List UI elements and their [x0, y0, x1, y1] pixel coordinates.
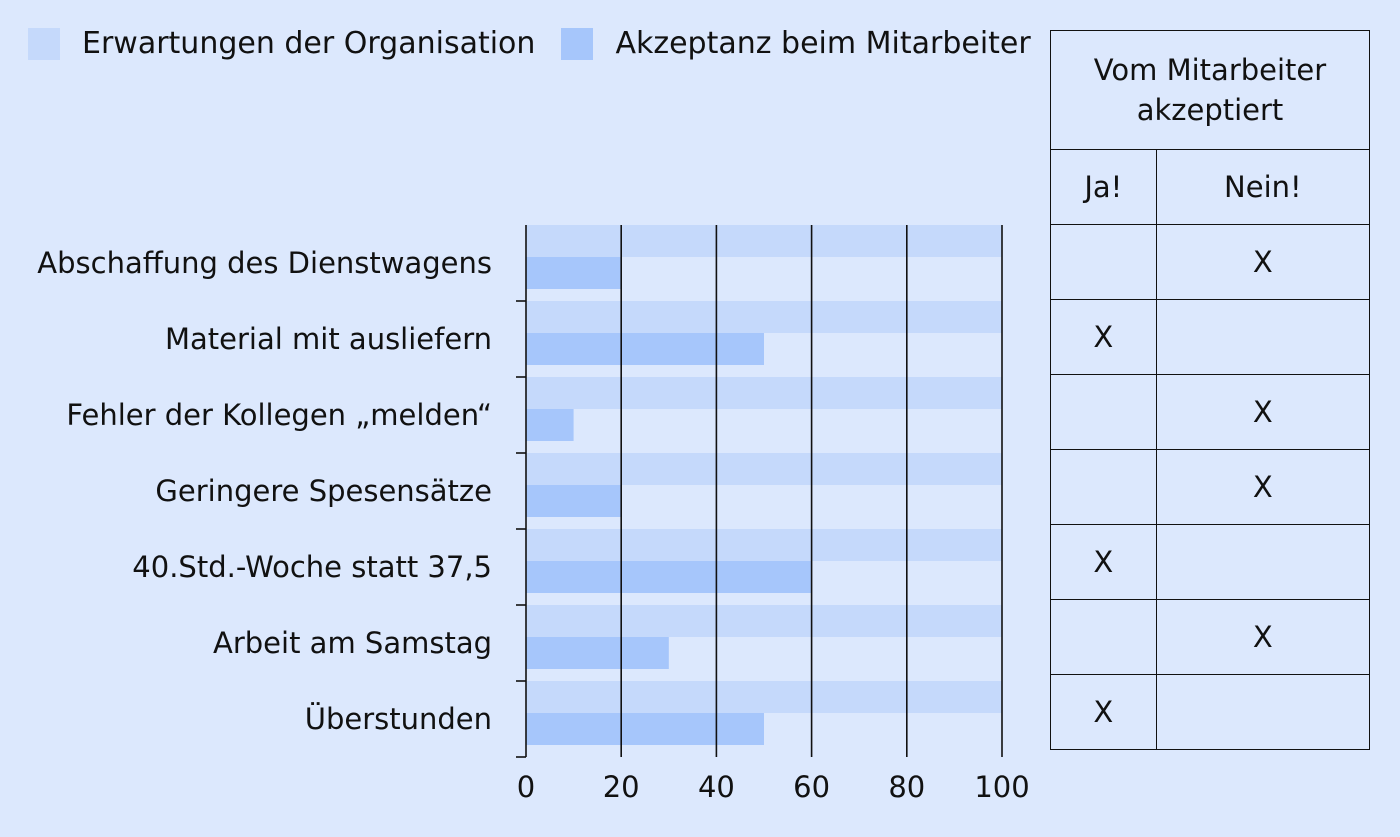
- category-label: Fehler der Kollegen „melden“: [66, 398, 492, 432]
- bar-akzeptanz: [526, 409, 574, 441]
- table-row: X: [1050, 449, 1371, 525]
- category-label: Material mit ausliefern: [165, 322, 492, 356]
- bar-akzeptanz: [526, 257, 622, 289]
- bar-akzeptanz: [526, 333, 764, 365]
- x-tick-label: 0: [517, 770, 535, 804]
- bar-erwartungen: [526, 529, 1002, 561]
- x-tick-label: 20: [603, 770, 640, 804]
- mark-cell-ja: [1050, 599, 1157, 675]
- mark-cell-nein: [1155, 299, 1371, 375]
- table-row: X: [1050, 374, 1371, 450]
- table-row: X: [1050, 224, 1371, 300]
- mark-cell-ja: X: [1050, 299, 1157, 375]
- legend-item-erwartungen: Erwartungen der Organisation: [28, 26, 535, 61]
- mark-cell-ja: X: [1050, 524, 1157, 600]
- x-tick-label: 100: [974, 770, 1029, 804]
- x-tick-label: 60: [793, 770, 830, 804]
- mark-cell-ja: [1050, 374, 1157, 450]
- bar-erwartungen: [526, 301, 1002, 333]
- bar-akzeptanz: [526, 561, 812, 593]
- table-row: X: [1050, 524, 1371, 600]
- category-label: Abschaffung des Dienstwagens: [37, 246, 492, 280]
- column-nein: Nein!: [1155, 149, 1371, 225]
- mark-cell-ja: [1050, 449, 1157, 525]
- bar-erwartungen: [526, 681, 1002, 713]
- mark-cell-nein: X: [1155, 224, 1371, 300]
- mark-cell-ja: X: [1050, 674, 1157, 750]
- bar-akzeptanz: [526, 485, 622, 517]
- category-label: Geringere Spesensätze: [155, 474, 492, 508]
- legend-swatch-akzeptanz: [561, 27, 594, 60]
- mark-cell-nein: X: [1155, 449, 1371, 525]
- category-label: 40.Std.-Woche statt 37,5: [132, 550, 492, 584]
- table-header: Vom Mitarbeiter akzeptiert: [1050, 30, 1370, 150]
- table-row: X: [1050, 674, 1371, 750]
- table-row: X: [1050, 299, 1371, 375]
- column-ja: Ja!: [1050, 149, 1157, 225]
- mark-cell-nein: X: [1155, 599, 1371, 675]
- mark-cell-nein: [1155, 674, 1371, 750]
- chart-legend: Erwartungen der Organisation Akzeptanz b…: [28, 26, 1057, 61]
- table-row: X: [1050, 599, 1371, 675]
- x-tick-label: 80: [888, 770, 925, 804]
- legend-swatch-erwartungen: [28, 27, 60, 60]
- category-label: Überstunden: [305, 702, 492, 736]
- legend-label-erwartungen: Erwartungen der Organisation: [82, 26, 536, 61]
- mark-cell-nein: [1155, 524, 1371, 600]
- legend-label-akzeptanz: Akzeptanz beim Mitarbeiter: [615, 26, 1031, 61]
- acceptance-table: Vom Mitarbeiter akzeptiert Ja! Nein! X X…: [1050, 30, 1371, 750]
- bar-akzeptanz: [526, 637, 669, 669]
- mark-cell-ja: [1050, 224, 1157, 300]
- bar-akzeptanz: [526, 713, 764, 745]
- bar-erwartungen: [526, 605, 1002, 637]
- category-label: Arbeit am Samstag: [213, 626, 492, 660]
- bar-erwartungen: [526, 377, 1002, 409]
- mark-cell-nein: X: [1155, 374, 1371, 450]
- legend-item-akzeptanz: Akzeptanz beim Mitarbeiter: [561, 26, 1031, 61]
- x-tick-label: 40: [698, 770, 735, 804]
- bar-erwartungen: [526, 225, 1002, 257]
- bar-erwartungen: [526, 453, 1002, 485]
